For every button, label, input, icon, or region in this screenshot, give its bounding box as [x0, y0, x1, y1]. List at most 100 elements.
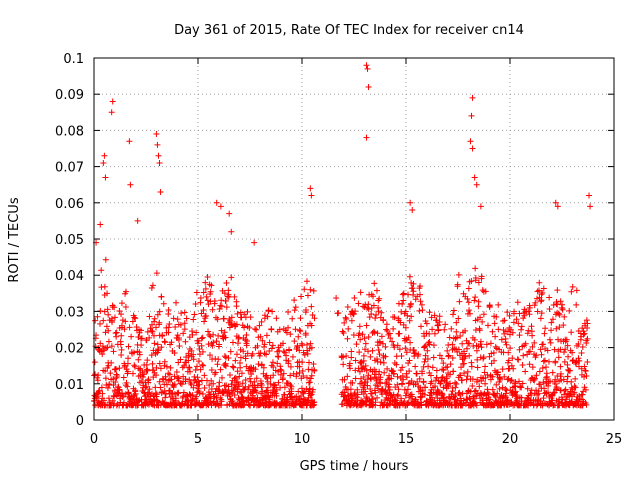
data-point: [454, 283, 461, 290]
data-point: [297, 328, 304, 335]
data-point: [394, 381, 401, 388]
data-point: [276, 326, 283, 333]
data-point: [372, 389, 379, 396]
data-point: [489, 386, 496, 393]
data-point: [226, 210, 233, 217]
data-point: [232, 357, 239, 364]
data-point: [363, 367, 370, 374]
data-point: [333, 294, 340, 301]
data-point: [198, 310, 205, 317]
data-point: [421, 343, 428, 350]
data-point: [557, 298, 564, 305]
data-point: [202, 312, 209, 319]
data-point: [153, 270, 160, 277]
data-point: [149, 321, 156, 328]
data-point: [277, 366, 284, 373]
data-point: [369, 347, 376, 354]
data-point: [416, 291, 423, 298]
data-point: [199, 361, 206, 368]
y-tick-label: 0.05: [55, 233, 84, 248]
data-point: [143, 383, 150, 390]
data-point: [247, 314, 254, 321]
data-point: [153, 364, 160, 371]
data-point: [155, 347, 162, 354]
data-point: [474, 356, 481, 363]
data-point: [360, 374, 367, 381]
data-point: [410, 288, 417, 295]
y-tick-label: 0.1: [63, 52, 84, 67]
data-point: [542, 325, 549, 332]
data-point: [487, 396, 494, 403]
data-point: [405, 291, 412, 298]
data-point: [453, 334, 460, 341]
data-point: [191, 311, 198, 318]
data-point: [452, 384, 459, 391]
data-point: [361, 346, 368, 353]
data-point: [356, 330, 363, 337]
data-point: [144, 357, 151, 364]
data-point: [547, 378, 554, 385]
data-point: [287, 372, 294, 379]
data-point: [225, 355, 232, 362]
data-point: [360, 357, 367, 364]
data-point: [308, 322, 315, 329]
data-point: [308, 303, 315, 310]
data-point: [151, 318, 158, 325]
data-point: [113, 333, 120, 340]
data-point: [182, 378, 189, 385]
data-point: [365, 348, 372, 355]
data-point: [268, 326, 275, 333]
data-point: [254, 342, 261, 349]
data-point: [378, 309, 385, 316]
data-point: [518, 384, 525, 391]
data-point: [547, 339, 554, 346]
data-point: [461, 350, 468, 357]
data-point: [104, 290, 111, 297]
data-point: [557, 387, 564, 394]
y-tick-label: 0.06: [55, 197, 84, 212]
data-point: [177, 321, 184, 328]
data-point: [405, 380, 412, 387]
data-point: [103, 323, 110, 330]
data-point: [111, 304, 118, 311]
data-point: [545, 389, 552, 396]
data-point: [390, 368, 397, 375]
data-point: [463, 376, 470, 383]
data-point: [234, 340, 241, 347]
data-point: [116, 307, 123, 314]
data-point: [373, 375, 380, 382]
data-point: [476, 383, 483, 390]
data-point: [489, 373, 496, 380]
data-point: [222, 354, 229, 361]
data-point: [529, 364, 536, 371]
data-point: [572, 375, 579, 382]
data-point: [461, 370, 468, 377]
data-point: [447, 361, 454, 368]
data-point: [584, 320, 591, 327]
data-point: [145, 379, 152, 386]
data-point: [94, 377, 101, 384]
data-point: [99, 343, 106, 350]
data-point: [440, 394, 447, 401]
data-point: [159, 333, 166, 340]
data-point: [363, 62, 370, 69]
data-point: [365, 334, 372, 341]
data-point: [522, 368, 529, 375]
data-point: [111, 393, 118, 400]
data-point: [552, 358, 559, 365]
data-point: [214, 316, 221, 323]
data-point: [375, 347, 382, 354]
data-point: [561, 313, 568, 320]
data-point: [429, 326, 436, 333]
data-point: [283, 352, 290, 359]
data-point: [383, 379, 390, 386]
data-point: [480, 354, 487, 361]
data-point: [309, 312, 316, 319]
data-point: [502, 335, 509, 342]
data-point: [376, 295, 383, 302]
data-point: [436, 319, 443, 326]
data-point: [489, 328, 496, 335]
data-point: [230, 387, 237, 394]
data-point: [402, 392, 409, 399]
data-point: [149, 328, 156, 335]
